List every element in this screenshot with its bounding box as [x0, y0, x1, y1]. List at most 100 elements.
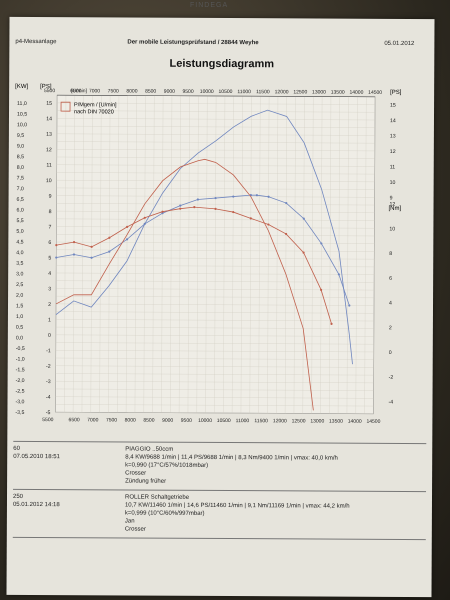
- grid-line: [55, 350, 374, 353]
- x-tick-bottom: 10500: [217, 418, 231, 424]
- series-60-power-line: [55, 158, 314, 411]
- x-tick-bottom: 11000: [236, 418, 250, 424]
- series-250-torque-point: [302, 217, 305, 220]
- grid-line: [56, 303, 375, 306]
- grid-line: [81, 95, 84, 413]
- series-250-torque-point: [320, 242, 323, 245]
- x-tick-top: 9500: [182, 89, 193, 95]
- grid-line: [56, 149, 375, 152]
- x-tick-bottom: 8000: [125, 417, 136, 423]
- run-60-code: 60: [13, 445, 20, 452]
- grid-line: [56, 296, 375, 298]
- series-250-torque-point: [196, 198, 199, 201]
- ps-axis-label-right: [PS]: [390, 90, 402, 96]
- grid-line: [267, 96, 270, 414]
- nm-tick: 4: [389, 301, 392, 307]
- ps-tick-right: 11: [390, 164, 396, 170]
- series-250-torque-point: [179, 204, 182, 207]
- series-250-power-line: [55, 109, 353, 365]
- grid-line: [284, 96, 287, 414]
- grid-line: [329, 96, 332, 414]
- grid-line: [373, 96, 376, 414]
- series-60-torque-point: [330, 322, 333, 325]
- grid-line: [125, 95, 128, 413]
- kw-tick: 0,0: [16, 335, 23, 341]
- ps-tick-left: 6: [48, 240, 51, 246]
- x-tick-bottom: 11500: [254, 418, 268, 424]
- grid-line: [56, 249, 375, 252]
- ps-tick-right: 10: [390, 180, 396, 186]
- run-250-datetime: 05.01.2012 14:18: [12, 501, 60, 509]
- kw-tick: -3,0: [15, 399, 24, 405]
- x-tick-bottom: 9500: [181, 418, 192, 424]
- header-date: 05.01.2012: [384, 40, 415, 48]
- series-250-torque-point: [348, 304, 351, 307]
- kw-tick: 2,0: [16, 293, 23, 299]
- series-60-torque-point: [193, 206, 196, 209]
- kw-tick: 8,0: [17, 165, 24, 171]
- series-250-torque-point: [90, 256, 93, 259]
- x-tick-top: 10000: [200, 89, 214, 95]
- run-250-note: Crosser: [124, 526, 146, 533]
- x-tick-top: 8000: [126, 89, 137, 95]
- run-250-correction: k=0,999 (10°C/60%/997mbar): [124, 510, 205, 517]
- grid-line: [55, 319, 374, 322]
- grid-line: [276, 96, 279, 414]
- x-tick-top: 7000: [89, 88, 100, 94]
- legend-line2: nach DIN 70020: [74, 109, 114, 115]
- x-ticks-top: [U/min] 5500 6500 7000 7500 8000 8500 9000 9500 1…: [44, 88, 382, 98]
- x-axis-top: [57, 94, 376, 98]
- grid-line: [55, 373, 374, 376]
- nm-tick: 2: [389, 325, 392, 331]
- ps-tick-right: 9: [390, 195, 393, 201]
- grid-line: [55, 404, 374, 407]
- run-60-model: PIAGGIO ..50ccm: [125, 446, 174, 453]
- grid-line: [152, 95, 155, 413]
- grid-line: [56, 203, 375, 206]
- divider: [13, 488, 427, 493]
- grid-line: [56, 210, 375, 213]
- series-250-torque-point: [255, 194, 258, 197]
- grid-line: [56, 280, 375, 283]
- ps-tick-left: 0: [48, 333, 51, 339]
- grid-line: [364, 96, 367, 414]
- grid-line: [55, 342, 374, 345]
- ps-tick-left: -1: [46, 348, 51, 354]
- series-250-torque-point: [214, 196, 217, 200]
- x-tick-top: 12000: [275, 89, 289, 95]
- kw-tick: 5,0: [16, 229, 23, 235]
- legend-line1: P/Mgem / [U/min]: [74, 102, 117, 108]
- grid-line: [187, 95, 190, 413]
- grid-line: [56, 156, 375, 159]
- grid-line: [56, 164, 375, 167]
- x-tick-bottom: 10000: [198, 418, 212, 424]
- grid-line: [240, 96, 243, 414]
- x-tick-bottom: 8500: [143, 418, 154, 424]
- grid-line: [57, 110, 376, 113]
- grid-line: [134, 95, 137, 413]
- grid-line: [337, 96, 340, 414]
- kw-tick: 0,5: [16, 325, 23, 331]
- x-tick-top: 14500: [368, 90, 382, 96]
- kw-tick: -2,5: [16, 389, 25, 395]
- series-60-torque-point: [232, 210, 235, 214]
- ps-tick-left: 8: [49, 209, 52, 215]
- series-60-torque-point: [249, 217, 252, 220]
- kw-axis-label: [KW]: [15, 84, 28, 90]
- grid-line: [56, 172, 375, 175]
- nm-tick: 8: [389, 251, 392, 257]
- x-tick-top: 13500: [331, 90, 345, 96]
- x-tick-top: 11000: [237, 89, 251, 95]
- grid-line: [258, 96, 261, 414]
- ps-tick-left: -3: [46, 379, 51, 385]
- kw-tick: -3,5: [15, 410, 24, 416]
- ps-tick-left: 4: [48, 271, 51, 277]
- run-60-name: Crosser: [125, 470, 147, 477]
- run-60-datetime: 07.05.2010 18:51: [13, 453, 60, 461]
- ps-tick-left: 2: [48, 302, 51, 308]
- grid-line: [56, 180, 375, 183]
- grid-line: [55, 311, 374, 314]
- stamp-text: FINDEGA: [190, 2, 229, 9]
- x-tick-top: 8500: [145, 89, 156, 95]
